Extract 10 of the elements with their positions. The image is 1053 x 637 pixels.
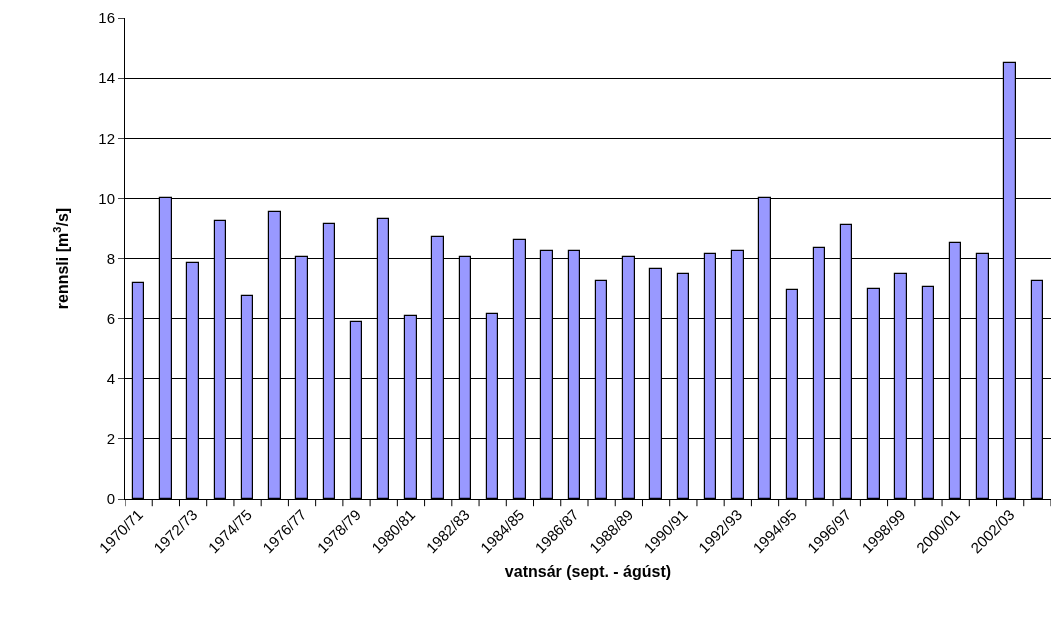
y-tick-label: 6: [106, 309, 115, 327]
y-tick-label: 16: [98, 9, 115, 27]
y-tick-label: 2: [106, 430, 115, 448]
y-tick-label: 10: [98, 189, 115, 207]
y-tick-label: 4: [106, 370, 115, 387]
y-tick-label: 0: [106, 490, 115, 508]
y-tick-label: 14: [98, 69, 115, 87]
y-tick-label: 8: [106, 249, 115, 267]
y-tick-label: 12: [98, 129, 115, 147]
x-axis-title: vatnsár (sept. - ágúst): [504, 562, 672, 580]
